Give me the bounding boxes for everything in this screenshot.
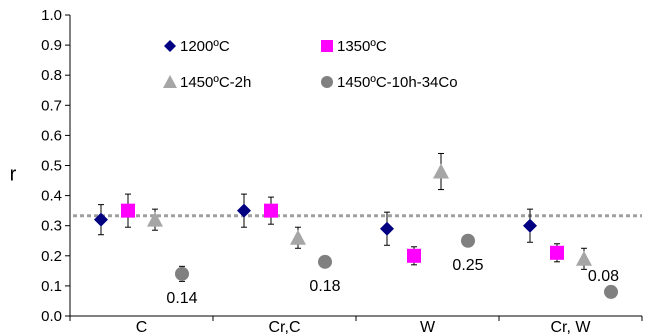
data-point-triangle	[290, 229, 306, 245]
legend-marker-circle	[321, 76, 333, 88]
y-tick-label: 0.4	[41, 188, 62, 205]
data-point-diamond	[237, 203, 251, 218]
y-axis-label: r	[10, 164, 17, 186]
data-point-square	[550, 245, 564, 260]
y-tick-label: 0.0	[41, 308, 62, 325]
data-point-circle	[461, 233, 475, 248]
x-category-label: W	[420, 319, 436, 335]
data-point-triangle	[147, 211, 163, 227]
legend-label: 1350ºC	[337, 38, 387, 55]
y-tick-label: 0.1	[41, 278, 62, 295]
annotation-label: 0.14	[166, 290, 197, 307]
y-tick-label: 0.3	[41, 218, 62, 235]
y-tick-label: 0.2	[41, 248, 62, 265]
annotation-label: 0.08	[588, 268, 619, 285]
y-tick-label: 1.0	[41, 7, 62, 24]
y-tick-label: 0.7	[41, 97, 62, 114]
data-point-triangle	[433, 163, 449, 179]
annotation-label: 0.25	[452, 257, 483, 274]
legend-label: 1200ºC	[180, 38, 230, 55]
data-point-square	[121, 203, 135, 218]
data-point-circle	[175, 266, 189, 281]
x-category-label: Cr, W	[551, 319, 592, 335]
annotation-label: 0.18	[309, 278, 340, 295]
data-point-diamond	[523, 218, 537, 233]
y-tick-label: 0.8	[41, 67, 62, 84]
data-point-circle	[318, 254, 332, 269]
data-point-diamond	[94, 212, 108, 227]
legend-marker-triangle	[163, 75, 177, 88]
legend-marker-square	[321, 40, 333, 52]
data-point-square	[407, 248, 421, 263]
legend-label: 1450ºC-10h-34Co	[337, 74, 458, 91]
data-point-circle	[604, 284, 618, 299]
data-point-diamond	[380, 221, 394, 236]
x-category-label: C	[136, 319, 148, 335]
legend-label: 1450ºC-2h	[180, 74, 251, 91]
data-point-triangle	[576, 250, 592, 266]
legend-marker-diamond	[164, 40, 176, 52]
y-tick-label: 0.6	[41, 127, 62, 144]
data-point-square	[264, 203, 278, 218]
x-category-label: Cr,C	[269, 319, 301, 335]
y-tick-label: 0.5	[41, 158, 62, 175]
y-tick-label: 0.9	[41, 37, 62, 54]
